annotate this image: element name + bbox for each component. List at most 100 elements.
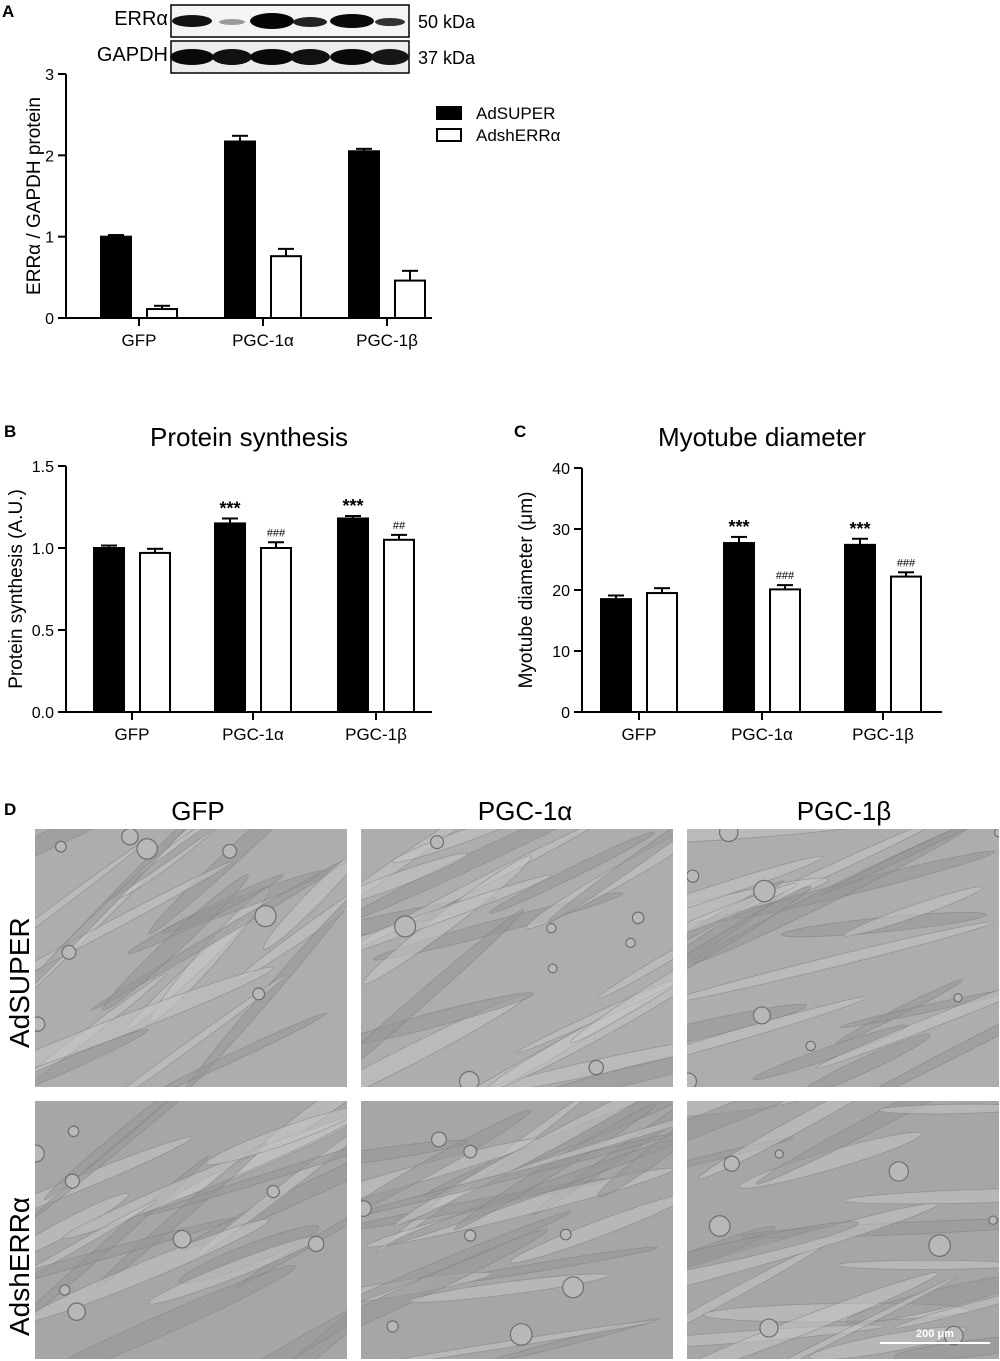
myotube-outline: [596, 923, 673, 1000]
myotube-outline: [262, 844, 347, 950]
y-tick-label: 20: [552, 583, 570, 600]
panel-letter-c: C: [514, 422, 527, 441]
myotube-shape: [687, 886, 812, 1003]
significance-label: ###: [776, 570, 795, 582]
myotube-outline: [525, 829, 673, 930]
micrograph-row-adsherrα: AdshERRα: [4, 1196, 35, 1336]
myotube-outline: [361, 1319, 657, 1359]
myotube-outline: [386, 1131, 673, 1246]
myotube-shape: [35, 1101, 254, 1222]
significance-label: ***: [849, 519, 870, 539]
myotube-shape: [548, 829, 673, 923]
myotube-shape: [504, 1101, 673, 1175]
cell-body: [64, 1173, 81, 1189]
micrograph-texture: [35, 829, 347, 1087]
myotube-shape: [361, 1229, 548, 1359]
myotube-outline: [504, 1101, 673, 1175]
myotube-outline: [102, 874, 249, 1011]
myotube-outline: [361, 1139, 469, 1172]
chart-myotube-diameter: Myotube diameter Myotube diameter (μm) 0 10…: [516, 422, 942, 744]
micrograph-adsuper-pgc1β: [687, 829, 999, 1087]
myotube-shape: [35, 967, 273, 1087]
myotube-shape: [894, 1335, 999, 1359]
micrograph-row-adsuper: AdSUPER: [4, 917, 35, 1048]
x-tick-label: GFP: [622, 725, 657, 744]
cell-body: [774, 1149, 784, 1159]
cell-body: [394, 915, 417, 938]
myotube-shape: [834, 956, 999, 1087]
myotube-outline: [839, 987, 999, 1028]
bar-adsherrα-0: [146, 308, 178, 319]
myotube-outline: [361, 1109, 532, 1220]
micrograph-texture: [687, 829, 999, 1087]
x-tick-label: PGC-1β: [356, 331, 418, 350]
cell-body: [35, 1016, 46, 1032]
myotube-shape: [35, 1193, 129, 1264]
myotube-outline: [698, 1101, 903, 1180]
cell-body: [136, 838, 158, 860]
myotube-outline: [361, 1228, 549, 1359]
myotube-outline: [35, 966, 274, 1087]
myotube-shape: [35, 1265, 296, 1359]
blot-image: [170, 4, 410, 74]
blot-label-errα: ERRα: [114, 8, 168, 30]
chart-title: Protein synthesis: [150, 422, 348, 452]
myotube-shape: [361, 1140, 469, 1172]
cell-body: [430, 1131, 447, 1148]
cell-body: [805, 1040, 816, 1052]
myotube-shape: [386, 1132, 673, 1246]
significance-label: ###: [267, 527, 286, 539]
cell-body: [463, 1144, 478, 1159]
legend-swatch-black: [436, 106, 462, 120]
myotube-shape: [836, 1260, 999, 1270]
y-tick-label: 1.5: [32, 459, 54, 476]
panel-letter-b: B: [4, 422, 17, 441]
bar-adsuper-2: [348, 150, 380, 320]
errα-bands: [172, 13, 405, 29]
myotube-shape: [361, 909, 525, 1087]
cell-body: [547, 963, 558, 974]
y-tick-label: 10: [552, 644, 570, 661]
micrograph-adsuper-pgc1α: [361, 829, 673, 1087]
micrograph-column-pgc1β: PGC-1β: [796, 796, 892, 826]
myotube-outline: [798, 1033, 931, 1087]
significance-label: ##: [393, 520, 406, 532]
myotube-shape: [698, 1101, 903, 1179]
myotube-outline: [687, 1101, 870, 1178]
cell-body: [631, 911, 645, 925]
myotube-shape: [206, 1106, 347, 1165]
blot-size-50kda: 50 kDa: [418, 12, 476, 32]
myotube-shape: [391, 829, 537, 863]
cell-body: [386, 1320, 399, 1333]
myotube-shape: [687, 921, 994, 1003]
myotube-shape: [148, 829, 332, 935]
cell-body: [753, 879, 776, 903]
cell-body: [953, 993, 963, 1003]
cell-body: [708, 1215, 731, 1237]
myotube-shape: [843, 886, 983, 937]
cell-body: [54, 840, 67, 853]
myotube-shape: [687, 1004, 807, 1060]
myotube-shape: [489, 831, 655, 914]
panel-letter-a: A: [2, 2, 15, 21]
micrograph-column-pgc1α: PGC-1α: [477, 796, 573, 826]
myotube-outline: [143, 1129, 347, 1217]
scale-bar-line: [880, 1342, 990, 1344]
myotube-shape: [361, 1109, 531, 1220]
bar-adsherrα-0: [139, 551, 171, 713]
myotube-shape: [687, 1243, 826, 1347]
myotube-outline: [687, 1003, 807, 1060]
cell-body: [988, 1215, 998, 1225]
cell-body: [266, 1184, 280, 1199]
myotube-outline: [842, 1187, 999, 1205]
significance-label: ***: [219, 498, 240, 518]
x-tick-label: GFP: [122, 331, 157, 350]
cell-body: [759, 1318, 779, 1338]
bar-adsuper-1: [723, 542, 755, 713]
cell-body: [121, 829, 139, 846]
bar-adsuper-0: [600, 598, 632, 713]
micrograph-texture: [361, 1101, 673, 1359]
myotube-outline: [509, 1192, 673, 1264]
y-tick-label: 0.5: [32, 623, 54, 640]
